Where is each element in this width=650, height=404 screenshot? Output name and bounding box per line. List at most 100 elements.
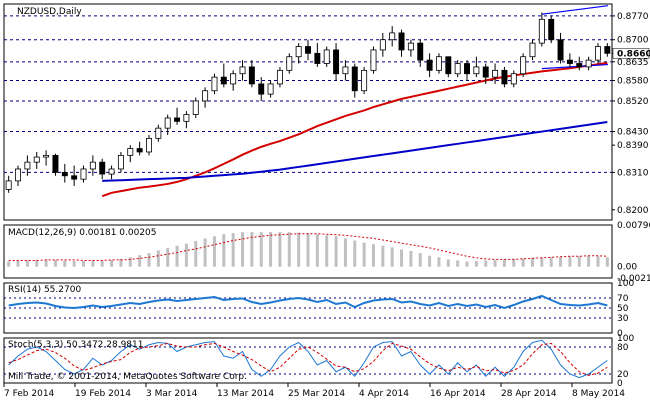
candle-body (33, 156, 40, 163)
rsi-label: RSI(14) 55.2700 (8, 285, 81, 295)
macd-bar (212, 236, 216, 267)
macd-tick-label: -0.00215 (617, 274, 650, 284)
macd-bar (156, 250, 160, 267)
candle-body (314, 52, 321, 64)
panel-frames (3, 3, 613, 384)
candle-body (445, 56, 452, 75)
y-tick-label: 0.8430 (617, 128, 649, 138)
macd-bar (577, 256, 581, 267)
macd-bar (371, 244, 375, 267)
macd-bar (44, 259, 48, 267)
macd-bar (418, 253, 422, 267)
macd-bar (512, 258, 516, 267)
candle-body (407, 42, 414, 51)
candle-body (258, 83, 265, 95)
candle-body (454, 63, 461, 75)
x-tick-label: 28 Apr 2014 (501, 389, 557, 399)
candle-body (127, 148, 134, 156)
candle-body (398, 32, 405, 51)
candle-body (71, 175, 78, 180)
macd-bar (203, 238, 207, 267)
stoch-tick-label: 0 (617, 379, 623, 389)
candle-body (24, 161, 31, 170)
macd-bar (35, 259, 39, 267)
candle-body (211, 76, 218, 92)
y-tick-label: 0.8390 (617, 141, 649, 151)
macd-bar (390, 247, 394, 267)
macd-bar (502, 259, 506, 267)
macd-bar (287, 232, 291, 267)
candle-body (510, 73, 517, 85)
macd-bar (138, 255, 142, 267)
candle-body (183, 114, 190, 122)
candle-body (286, 56, 293, 71)
frame-macd (3, 224, 613, 279)
copyright-text: Mill Trade, © 2001-2014, MetaQuotes Soft… (8, 372, 247, 382)
macd-bar (334, 236, 338, 267)
candle-body (230, 73, 237, 85)
frame-main (3, 3, 613, 221)
x-tick-label: 7 Feb 2014 (4, 389, 55, 399)
x-axis: 7 Feb 2014 19 Feb 2014 3 Mar 2014 13 Mar 20… (3, 383, 625, 399)
macd-bar (16, 260, 20, 267)
candle-body (155, 127, 162, 139)
channel-lower-line (541, 63, 609, 70)
macd-bar (530, 257, 534, 267)
macd-bar (110, 259, 114, 267)
stoch-tick-label: 100 (617, 334, 634, 344)
candle-body (108, 168, 115, 175)
macd-bar (82, 260, 86, 267)
macd-bar (231, 233, 235, 267)
candle-body (492, 69, 499, 78)
candle-body (557, 39, 564, 61)
macd-bar (53, 259, 57, 267)
candle-body (585, 59, 592, 68)
x-tick-label: 8 May 2014 (572, 389, 625, 399)
candle-body (576, 63, 583, 68)
candle-body (361, 69, 368, 92)
candle-body (89, 161, 96, 170)
candle-body (305, 46, 311, 54)
candle-body (52, 154, 59, 173)
macd-bar (521, 258, 525, 267)
macd-bar (437, 257, 441, 267)
stoch-label: Stoch(5,3,3) 50.3472 28.9811 (8, 340, 143, 350)
rsi-tick-label: 100 (617, 279, 634, 289)
candle-body (604, 46, 611, 54)
candle-body (370, 49, 377, 71)
rsi-line (8, 294, 608, 310)
candle-body (136, 148, 143, 153)
candle-body (61, 171, 68, 177)
candle-body (389, 32, 396, 41)
macd-bar (381, 245, 385, 267)
macd-signal-line (8, 233, 608, 261)
stoch-main-line (8, 339, 608, 379)
candle-body (192, 100, 199, 115)
macd-bar (91, 260, 95, 267)
candle-body (426, 59, 433, 71)
macd-bar (474, 260, 478, 267)
macd-bar (25, 260, 29, 267)
candle-body (351, 66, 358, 92)
candle-body (164, 117, 171, 129)
macd-bar (493, 259, 497, 267)
candle-body (342, 66, 349, 75)
main-chart-title: NZDUSD,Daily (17, 7, 82, 17)
y-tick-label: 0.8580 (617, 77, 649, 87)
macd-tick-label: 0.00796 (617, 221, 650, 231)
macd-tick-label: 0.00 (617, 263, 637, 273)
y-tick-label: 0.8635 (617, 58, 649, 68)
candle-body (80, 168, 87, 180)
y-tick-label: 0.8770 (617, 12, 649, 22)
candle-body (99, 161, 106, 175)
macd-bar (128, 257, 132, 267)
candle-body (529, 42, 536, 58)
macd-bar (269, 232, 273, 267)
frame-stoch (3, 337, 613, 384)
macd-bar (306, 233, 310, 267)
macd-bar (540, 257, 544, 267)
macd-bar (343, 238, 347, 267)
candle-body (146, 137, 152, 153)
